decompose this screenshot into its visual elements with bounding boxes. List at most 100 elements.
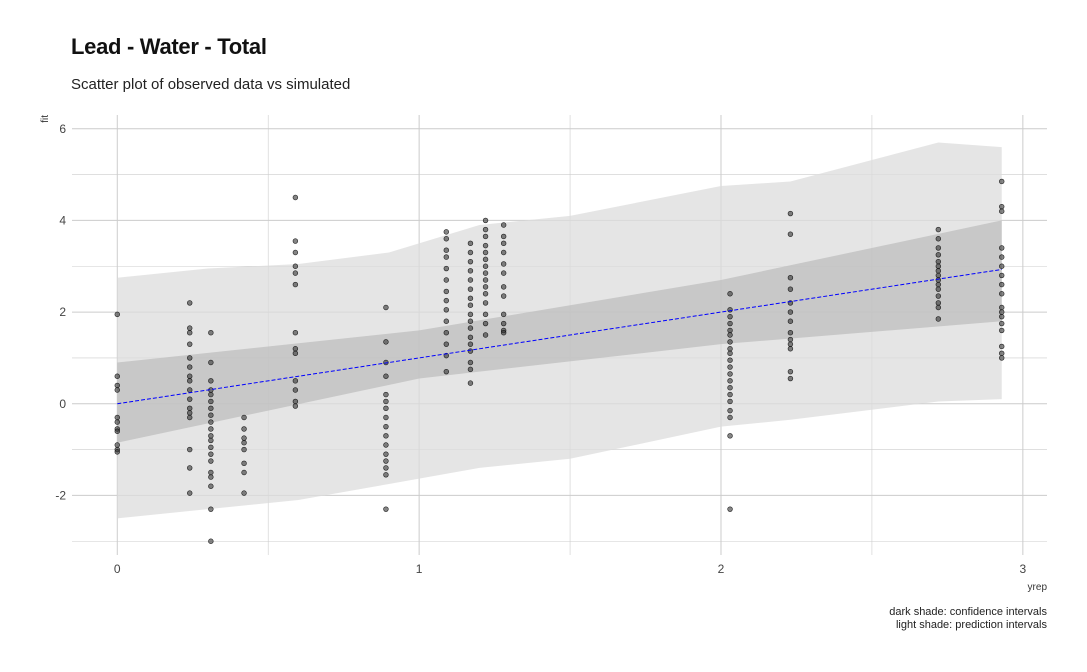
data-point [114, 449, 120, 455]
data-point [187, 410, 193, 416]
data-point [727, 339, 733, 345]
data-point [292, 194, 299, 201]
data-point [482, 284, 489, 290]
data-point [999, 281, 1005, 288]
data-point [935, 236, 942, 242]
data-point [241, 426, 247, 432]
data-point [727, 364, 733, 370]
data-point [443, 307, 450, 313]
x-tick-label: 0 [114, 562, 121, 576]
data-point [187, 490, 193, 496]
data-point [727, 350, 733, 357]
data-point [999, 208, 1005, 214]
data-point [383, 339, 389, 345]
data-point [727, 378, 733, 384]
data-point [114, 311, 120, 318]
data-point [208, 458, 214, 464]
data-point [935, 252, 942, 258]
data-point [443, 341, 450, 347]
data-point [114, 382, 120, 389]
data-point [999, 309, 1005, 315]
data-point [187, 378, 193, 384]
data-point [482, 300, 489, 306]
data-point [467, 311, 474, 318]
data-point [208, 538, 214, 544]
data-point [935, 272, 942, 279]
data-point [208, 419, 214, 425]
data-point [383, 458, 389, 464]
data-point [443, 247, 450, 253]
data-point [482, 256, 489, 263]
data-point [443, 265, 450, 272]
data-point [187, 465, 193, 471]
data-point [727, 313, 733, 320]
x-tick-label: 3 [1020, 562, 1027, 576]
data-point [500, 293, 507, 299]
data-point [727, 307, 733, 313]
data-point [443, 236, 450, 242]
chart-subtitle: Scatter plot of observed data vs simulat… [71, 76, 351, 93]
data-point [208, 426, 214, 432]
data-point [999, 304, 1005, 311]
data-point [292, 387, 299, 393]
data-point [482, 332, 489, 338]
data-point [241, 446, 247, 453]
data-point [467, 348, 474, 354]
data-point [443, 254, 450, 260]
data-point [443, 318, 450, 324]
data-point [482, 270, 489, 276]
data-point [383, 405, 389, 412]
data-point [727, 407, 733, 414]
data-point [999, 254, 1005, 260]
data-point [787, 231, 794, 237]
y-tick-label: 0 [59, 397, 66, 411]
data-point [999, 178, 1005, 185]
data-point [999, 291, 1005, 297]
data-point [443, 229, 450, 235]
y-tick-label: 2 [59, 305, 66, 319]
data-point [241, 435, 247, 441]
data-point [208, 444, 214, 450]
data-point [467, 249, 474, 256]
data-point [935, 286, 942, 292]
data-point [787, 375, 794, 382]
data-point [467, 359, 474, 366]
data-point [467, 341, 474, 347]
data-point [727, 291, 733, 297]
data-point [208, 378, 214, 384]
data-point [500, 330, 507, 336]
data-point [467, 380, 474, 386]
data-point [443, 297, 450, 304]
data-point [208, 391, 214, 398]
data-point [292, 350, 299, 357]
data-point [187, 405, 193, 412]
data-point [292, 378, 299, 384]
data-point [787, 309, 794, 315]
data-point [114, 419, 120, 425]
data-point [999, 343, 1005, 350]
data-point [114, 414, 120, 421]
data-point [935, 263, 942, 269]
data-point [208, 474, 214, 480]
data-point [727, 398, 733, 405]
data-point [500, 320, 507, 327]
data-point [241, 414, 247, 421]
data-point [787, 286, 794, 292]
data-point [208, 330, 214, 336]
data-point [383, 442, 389, 448]
data-point [500, 233, 507, 240]
chart-title: Lead - Water - Total [71, 34, 267, 59]
data-point [482, 263, 489, 269]
data-point [727, 346, 733, 352]
data-point [187, 446, 193, 453]
data-point [208, 405, 214, 412]
data-point [935, 277, 942, 283]
data-point [482, 242, 489, 249]
data-point [467, 318, 474, 324]
data-point [999, 313, 1005, 320]
data-point [727, 357, 733, 363]
data-point [727, 414, 733, 421]
data-point [727, 506, 733, 512]
data-point [500, 240, 507, 247]
data-point [787, 275, 794, 281]
